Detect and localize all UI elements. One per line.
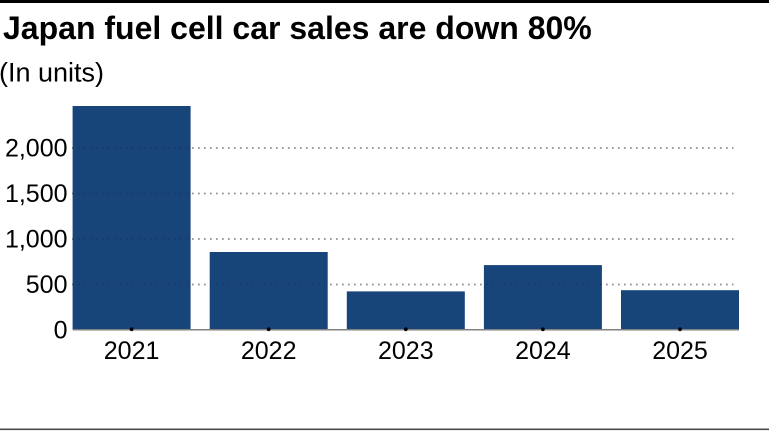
svg-text:2022: 2022 <box>241 337 297 365</box>
svg-text:2023: 2023 <box>378 337 434 365</box>
svg-text:Japan fuel cell car sales are: Japan fuel cell car sales are down 80% <box>3 10 592 46</box>
svg-text:1,500: 1,500 <box>5 180 68 208</box>
svg-text:2021: 2021 <box>104 337 160 365</box>
svg-text:500: 500 <box>26 271 68 299</box>
svg-text:(In units): (In units) <box>0 58 104 88</box>
svg-text:2024: 2024 <box>515 337 571 365</box>
svg-text:1,000: 1,000 <box>5 226 68 254</box>
svg-text:2025: 2025 <box>652 337 708 365</box>
svg-text:0: 0 <box>54 317 68 345</box>
svg-text:2,000: 2,000 <box>5 135 68 163</box>
